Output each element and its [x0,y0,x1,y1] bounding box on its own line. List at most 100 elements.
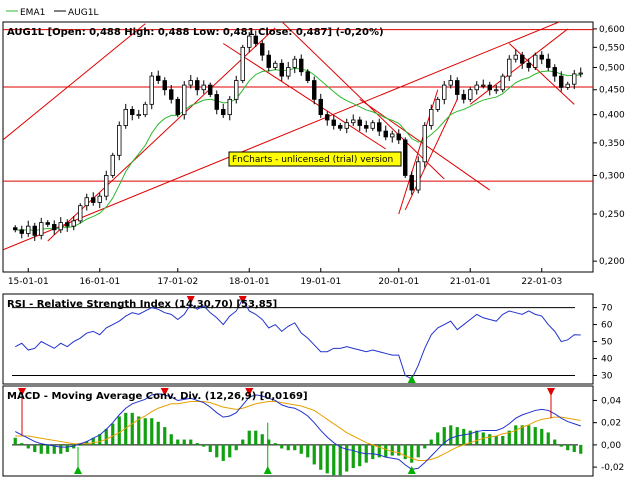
candle-body [279,62,284,77]
macd-histogram-bar [475,430,479,445]
macd-histogram-bar [501,436,505,445]
macd-histogram-bar [572,444,576,452]
macd-histogram-bar [163,427,167,445]
sell-signal-marker [186,296,195,304]
macd-histogram-bar [33,444,37,452]
sell-signal-marker [238,296,247,304]
price-x-tick-label: 22-01-03 [521,277,562,287]
price-x-tick-label: 15-01-01 [8,277,49,287]
candle-body [273,62,278,68]
candle-body [552,67,557,77]
macd-histogram-bar [130,412,134,445]
price-y-tick-label: 0,550 [599,43,625,53]
candle-body [500,75,505,91]
candle-body [175,98,180,116]
price-panel[interactable] [2,21,594,273]
macd-histogram-bar [390,444,394,456]
macd-histogram-bar [104,428,108,445]
macd-histogram-bar [267,439,271,445]
legend-ema-label: EMA1 [20,8,45,18]
macd-histogram-bar [319,444,323,470]
macd-histogram-bar [306,444,310,458]
macd-histogram-bar [124,412,128,445]
price-y-tick-label: 0,350 [599,139,625,149]
macd-histogram-bar [540,428,544,445]
watermark-text: FnCharts - unlicensed (trial) version [232,155,393,165]
macd-histogram-bar [462,428,466,445]
candle-body [507,58,512,77]
candle-body [455,80,460,95]
candle-body [299,58,304,73]
macd-signal-line [15,401,581,461]
rsi-y-tick-label: 50 [601,338,613,348]
candle-body [156,75,161,81]
rsi-title: RSI - Relative Strength Index (14,30,70)… [7,299,277,310]
macd-histogram-bar [397,444,401,456]
macd-histogram-bar [260,434,264,445]
candle-body [110,154,115,176]
macd-histogram-bar [312,444,316,465]
candle-body [195,80,200,91]
macd-histogram-bar [39,444,43,454]
candle-body [13,227,18,231]
price-y-tick-label: 0,400 [599,111,625,121]
sell-signal-marker [18,388,26,396]
price-y-tick-label: 0,600 [599,25,625,35]
sell-signal-marker [547,388,555,396]
candle-body [546,58,551,68]
candle-body [377,122,382,132]
candle-body [325,114,330,121]
macd-histogram-bar [442,427,446,445]
candle-body [513,54,518,60]
trend-line [508,43,575,105]
price-layer [3,22,593,251]
candle-body [357,119,362,126]
price-x-tick-label: 16-01-01 [79,277,120,287]
candle-body [182,84,187,116]
watermark: FnCharts - unlicensed (trial) version [228,151,402,167]
candle-body [78,205,83,222]
macd-histogram-bar [403,444,407,460]
price-y-tick-label: 0,300 [599,171,625,181]
macd-panel[interactable] [2,385,594,477]
macd-histogram-bar [286,444,290,451]
macd-title: MACD - Moving Average Conv. Div. (12,26,… [7,391,308,402]
price-x-tick-label: 20-01-01 [378,277,419,287]
legend: EMA1 AUG1L [6,8,98,18]
trend-line [281,22,445,180]
macd-histogram-bar [182,439,186,445]
macd-histogram-bar [13,437,17,445]
macd-histogram-bar [254,430,258,445]
candle-body [266,54,271,68]
candle-body [97,195,102,203]
macd-histogram-bar [332,444,336,476]
macd-histogram-bar [189,439,193,445]
watermark-box [228,151,402,167]
candle-body [227,98,232,116]
candle-body [201,84,206,91]
candle-body [422,125,427,163]
macd-layer: 0,04 0,02 0,00 -0,02 [12,388,624,476]
candle-body [338,125,343,129]
macd-y-tick-label: 0,02 [601,419,621,429]
macd-histogram-bar [65,444,69,452]
price-x-tick-label: 17-01-02 [157,277,198,287]
legend-aug-label: AUG1L [68,8,98,18]
candle-body [39,222,44,236]
macd-histogram-bar [234,444,238,451]
macd-histogram-bar [85,441,89,445]
macd-histogram-bar [241,439,245,445]
candle-body [526,62,531,68]
ema-line [15,67,581,232]
macd-histogram-bar [221,444,225,461]
candle-body [292,58,297,68]
candle-body [208,84,213,95]
candle-body [136,114,141,117]
candle-body [52,223,57,231]
candle-body [403,139,408,176]
rsi-panel[interactable] [2,293,594,385]
candle-body [253,35,258,44]
candle-body [565,83,570,88]
macd-histogram-bar [527,425,531,445]
macd-histogram-bar [20,443,24,445]
